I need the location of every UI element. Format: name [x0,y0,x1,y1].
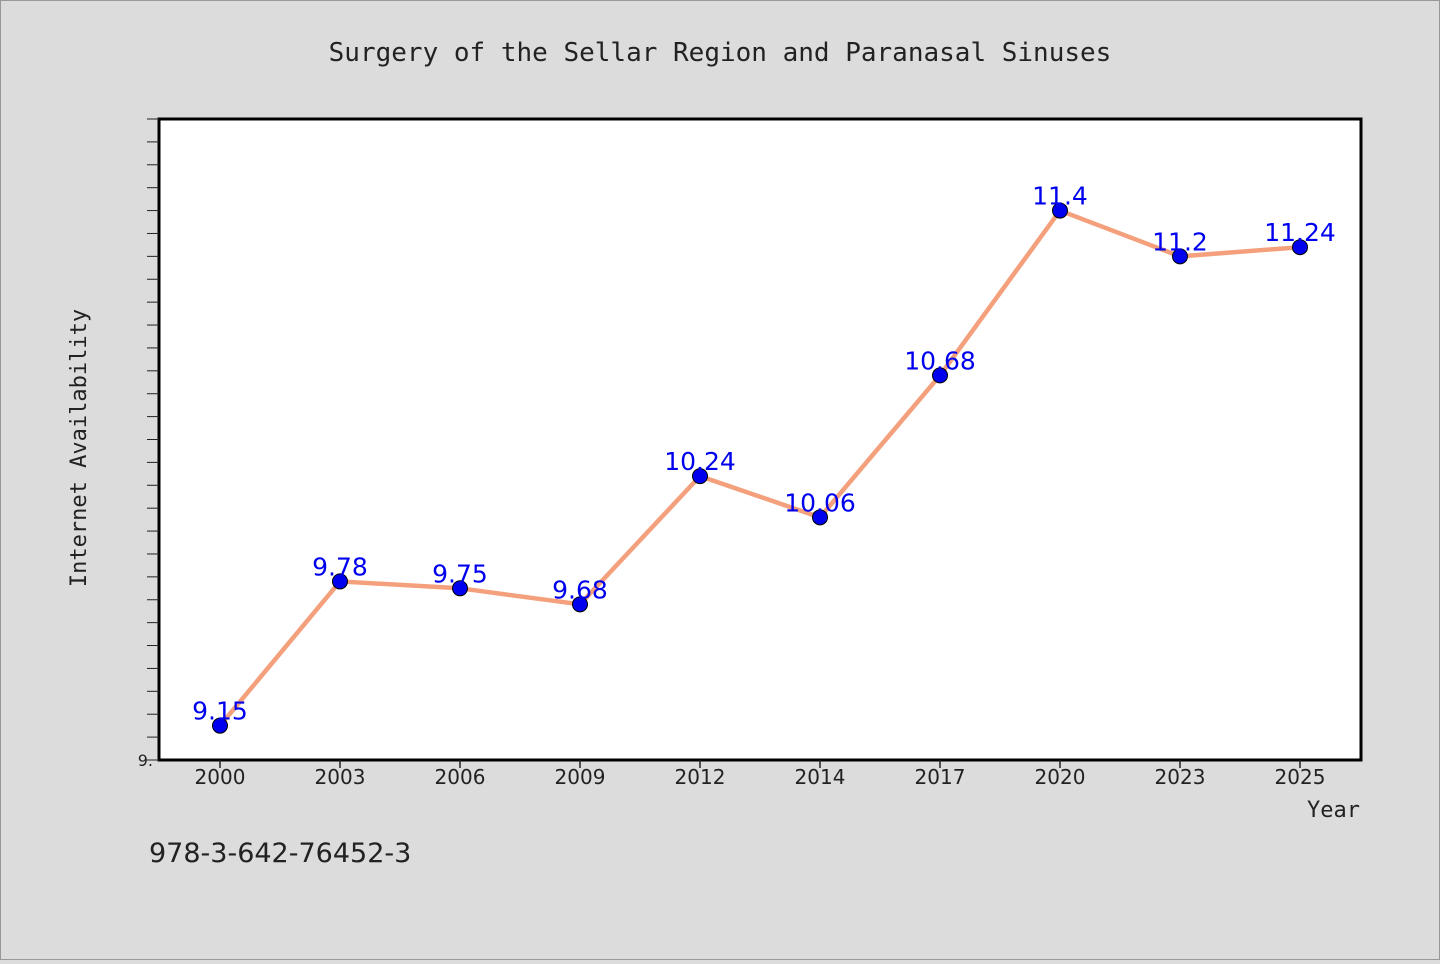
data-label: 9.15 [192,697,248,726]
data-point [1052,202,1068,219]
data-label: 11.24 [1264,218,1336,247]
data-point [1172,248,1188,265]
data-point [452,580,468,597]
x-tick-label: 2017 [915,765,966,789]
x-tick-label: 2025 [1275,765,1326,789]
data-label: 9.68 [552,575,608,604]
x-tick-label: 2020 [1035,765,1086,789]
data-point [572,596,588,613]
y-tick-label: 9. [138,751,153,770]
data-point [812,509,828,526]
data-label: 11.2 [1152,227,1208,256]
x-axis-ticks [219,760,1301,768]
x-tick-label: 2023 [1155,765,1206,789]
data-label: 10.24 [664,447,736,476]
x-tick-label: 2012 [675,765,726,789]
data-label: 9.75 [432,559,488,588]
x-axis-label: Year [1307,798,1360,823]
x-tick-label: 2003 [315,765,366,789]
y-axis-minor-ticks [147,118,159,761]
series-line [218,208,1301,728]
data-point [332,573,348,590]
x-tick-label: 2014 [795,765,846,789]
chart-title: Surgery of the Sellar Region and Paranas… [329,38,1112,68]
data-point [692,468,708,485]
x-axis-tick-labels: 2000 2003 2006 2009 2012 2014 2017 2020 2023 2025 [195,765,1326,789]
series-layer: 9.15 9.78 9.75 9.68 10.24 10.06 10.68 11.4 11.2 1… [192,182,1336,734]
data-point [932,367,948,384]
plot-area [157,117,1363,762]
data-label: 10.06 [784,488,856,517]
x-tick-label: 2000 [195,765,246,789]
y-axis-label: Internet Availability [67,309,92,587]
data-label: 10.68 [904,346,976,375]
x-tick-label: 2009 [555,765,606,789]
x-tick-label: 2006 [435,765,486,789]
data-label: 11.4 [1032,182,1088,211]
data-point [212,717,228,734]
data-label: 9.78 [312,552,368,581]
isbn-text: 978-3-642-76452-3 [149,838,411,869]
data-point [1292,239,1308,256]
